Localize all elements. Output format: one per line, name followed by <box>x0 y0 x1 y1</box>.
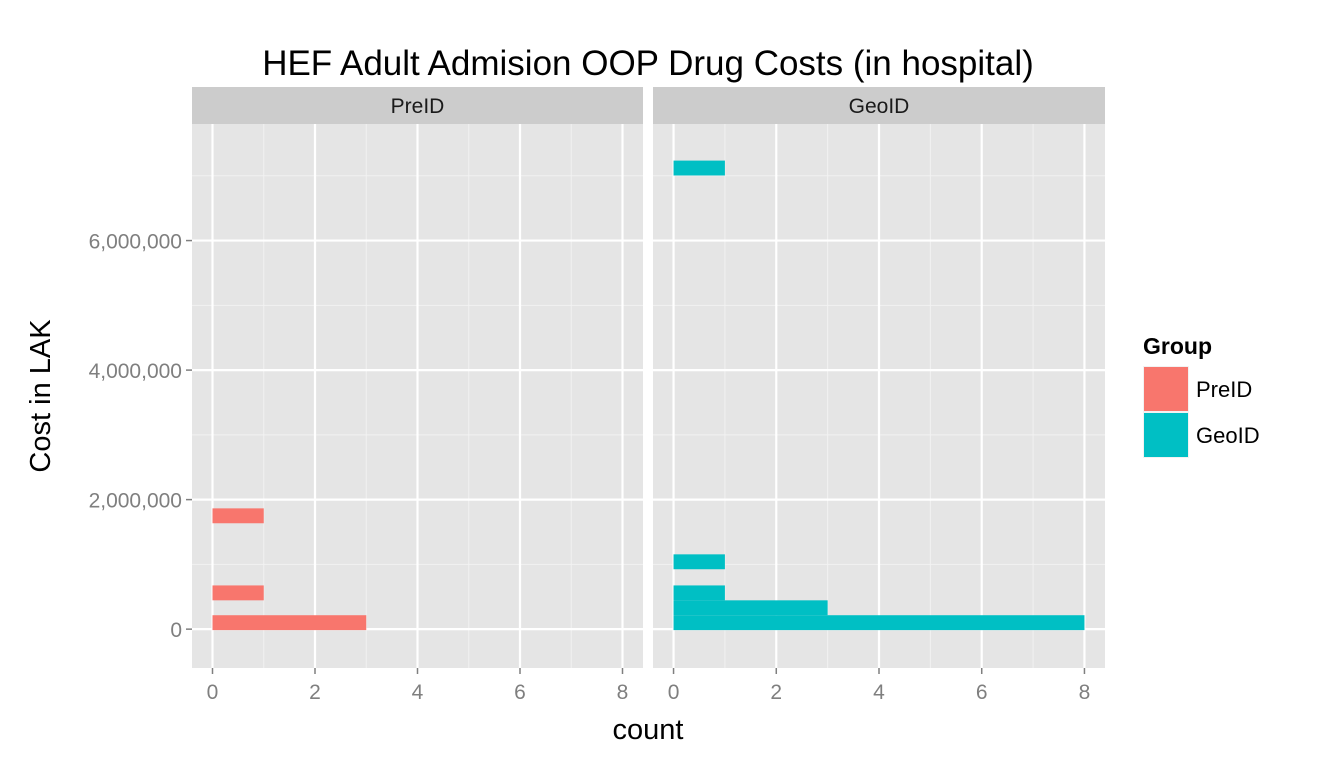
panel-geoid: GeoID 0 2 4 6 8 <box>653 87 1105 704</box>
x-tick-label: 6 <box>976 681 988 704</box>
y-tick-label: 4,000,000 <box>89 360 182 383</box>
legend: Group PreID GeoID <box>1143 333 1260 458</box>
facet-strip-label: PreID <box>391 95 445 118</box>
legend-swatch <box>1144 413 1188 457</box>
x-tick-label: 8 <box>1079 681 1091 704</box>
x-tick-label: 2 <box>309 681 321 704</box>
histogram-bar <box>673 585 725 601</box>
histogram-bar <box>212 615 367 631</box>
facet-strip-label: GeoID <box>849 95 910 118</box>
histogram-bar <box>212 585 264 601</box>
histogram-bar <box>673 160 725 176</box>
panels: PreID 0 2 4 6 8 GeoID 0 2 4 6 8 <box>192 87 1105 704</box>
panel-preid: PreID 0 2 4 6 8 <box>192 87 643 704</box>
x-tick-label: 4 <box>412 681 424 704</box>
histogram-bar <box>673 554 725 570</box>
x-axis-title: count <box>613 714 684 746</box>
x-tick-label: 0 <box>207 681 219 704</box>
legend-swatch <box>1144 367 1188 411</box>
x-tick-label: 2 <box>770 681 782 704</box>
facet-strip <box>653 87 1105 124</box>
facet-strip <box>192 87 643 124</box>
y-axis-ticks: 0 2,000,000 4,000,000 6,000,000 <box>89 231 192 642</box>
histogram-bar <box>673 600 828 616</box>
x-tick-label: 6 <box>514 681 526 704</box>
legend-title: Group <box>1143 333 1212 359</box>
chart-title: HEF Adult Admision OOP Drug Costs (in ho… <box>262 44 1034 83</box>
histogram-bar <box>212 508 264 524</box>
legend-label: PreID <box>1196 377 1252 402</box>
y-axis-title: Cost in LAK <box>25 319 57 473</box>
x-tick-label: 4 <box>873 681 885 704</box>
y-tick-label: 0 <box>170 619 182 642</box>
histogram-bar <box>673 615 1085 631</box>
y-tick-label: 6,000,000 <box>89 231 182 254</box>
x-tick-label: 0 <box>668 681 680 704</box>
legend-label: GeoID <box>1196 423 1260 448</box>
x-tick-label: 8 <box>617 681 629 704</box>
y-tick-label: 2,000,000 <box>89 490 182 513</box>
